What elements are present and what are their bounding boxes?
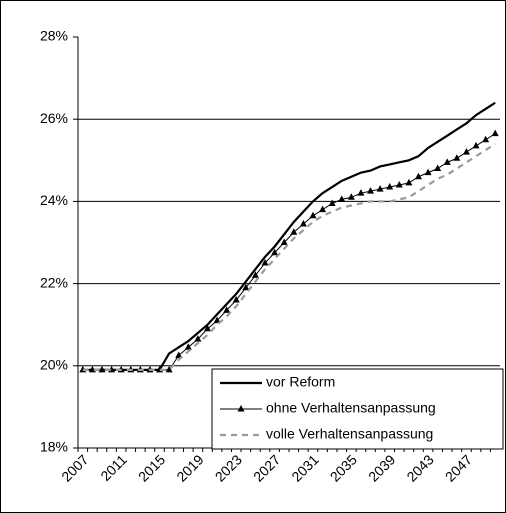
marker <box>242 283 250 291</box>
marker <box>232 296 240 303</box>
y-tick-label: 24% <box>40 192 68 208</box>
legend-label: volle Verhaltensanpassung <box>266 426 433 442</box>
marker <box>319 205 327 213</box>
marker <box>213 316 221 324</box>
marker <box>357 189 365 196</box>
y-tick-label: 28% <box>40 28 68 44</box>
y-tick-label: 22% <box>40 274 68 290</box>
marker <box>194 335 202 342</box>
y-tick-label: 20% <box>40 357 68 373</box>
marker <box>414 172 422 180</box>
marker <box>299 220 307 227</box>
marker <box>472 141 480 149</box>
marker <box>338 195 346 202</box>
legend-label: ohne Verhaltensanpassung <box>266 400 436 416</box>
marker <box>424 168 432 176</box>
marker <box>453 154 461 161</box>
marker <box>491 129 499 137</box>
y-tick-label: 18% <box>40 439 68 455</box>
marker <box>367 187 375 194</box>
marker <box>434 164 442 172</box>
legend-label: vor Reform <box>266 374 335 390</box>
marker <box>280 238 288 245</box>
marker <box>271 248 279 256</box>
marker <box>184 343 192 350</box>
marker <box>251 271 259 278</box>
marker <box>223 306 231 313</box>
series-line <box>82 142 496 372</box>
marker <box>261 259 269 266</box>
marker <box>290 228 298 235</box>
marker <box>347 193 355 200</box>
marker <box>405 178 413 186</box>
marker <box>443 158 451 165</box>
marker <box>165 365 173 373</box>
marker <box>328 199 336 206</box>
y-tick-label: 26% <box>40 110 68 126</box>
marker <box>482 135 490 143</box>
marker <box>386 183 394 190</box>
marker <box>462 148 470 155</box>
legend-marker <box>237 405 245 412</box>
marker <box>203 324 211 332</box>
marker <box>395 180 403 188</box>
marker <box>309 211 317 219</box>
marker <box>98 365 106 373</box>
marker <box>175 351 183 359</box>
marker <box>376 185 384 192</box>
